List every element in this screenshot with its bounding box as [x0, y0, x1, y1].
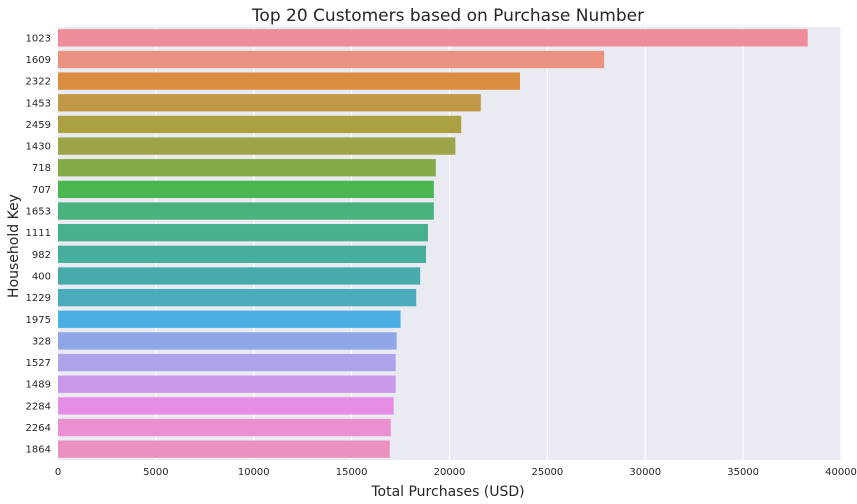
x-tick-label: 15000	[336, 467, 368, 478]
y-tick-label: 1975	[26, 315, 51, 326]
bar-1023	[58, 29, 808, 47]
bar-1111	[58, 224, 428, 242]
x-tick-labels: 0 5000 10000 15000 20000 25000 30000 35000 40000	[55, 467, 857, 478]
bar-1609	[58, 50, 605, 69]
y-tick-label: 1489	[26, 380, 51, 391]
bar-2459	[58, 115, 462, 134]
y-tick-label: 1609	[26, 55, 51, 66]
x-tick-label: 0	[55, 467, 61, 478]
y-axis-label: Household Key	[6, 194, 22, 298]
bar-1430	[58, 137, 456, 155]
y-tick-label: 2264	[26, 423, 51, 434]
y-tick-label: 2322	[26, 77, 51, 88]
y-tick-label: 707	[32, 185, 51, 196]
x-tick-label: 25000	[531, 467, 563, 478]
bar-2264	[58, 418, 391, 437]
x-tick-label: 35000	[727, 467, 759, 478]
y-tick-label: 2284	[26, 401, 51, 412]
x-tick-label: 5000	[143, 467, 168, 478]
y-tick-label: 328	[32, 336, 51, 347]
x-tick-label: 30000	[629, 467, 661, 478]
bar-1489	[58, 375, 396, 393]
y-tick-labels: 1023 1609 2322 1453 2459 1430 718 707 1653 1111 98…	[26, 33, 51, 455]
y-tick-label: 1229	[26, 293, 51, 304]
bar-718	[58, 159, 436, 177]
bar-1453	[58, 94, 481, 112]
chart-title: Top 20 Customers based on Purchase Numbe…	[251, 6, 644, 26]
bar-1527	[58, 353, 396, 372]
y-tick-label: 1111	[26, 228, 51, 239]
x-axis-label: Total Purchases (USD)	[370, 484, 524, 500]
x-tick-label: 10000	[238, 467, 270, 478]
y-tick-label: 1023	[26, 33, 51, 44]
bar-2322	[58, 72, 520, 90]
y-tick-label: 1453	[26, 98, 51, 109]
y-tick-label: 1864	[26, 445, 51, 456]
bar-400	[58, 267, 421, 285]
bar-1653	[58, 202, 434, 220]
y-tick-label: 400	[32, 271, 51, 282]
bar-982	[58, 245, 427, 263]
bar-2284	[58, 397, 394, 415]
y-tick-label: 718	[32, 163, 51, 174]
bars	[58, 29, 808, 458]
bar-707	[58, 180, 434, 199]
bar-1975	[58, 310, 401, 328]
bar-328	[58, 332, 397, 350]
y-tick-label: 982	[32, 250, 51, 261]
bar-1864	[58, 440, 390, 458]
y-tick-label: 2459	[26, 120, 51, 131]
bar-1229	[58, 288, 417, 307]
x-tick-label: 40000	[825, 467, 857, 478]
y-tick-label: 1653	[26, 207, 51, 218]
y-tick-label: 1430	[26, 142, 51, 153]
y-tick-label: 1527	[26, 358, 51, 369]
x-tick-label: 20000	[434, 467, 466, 478]
